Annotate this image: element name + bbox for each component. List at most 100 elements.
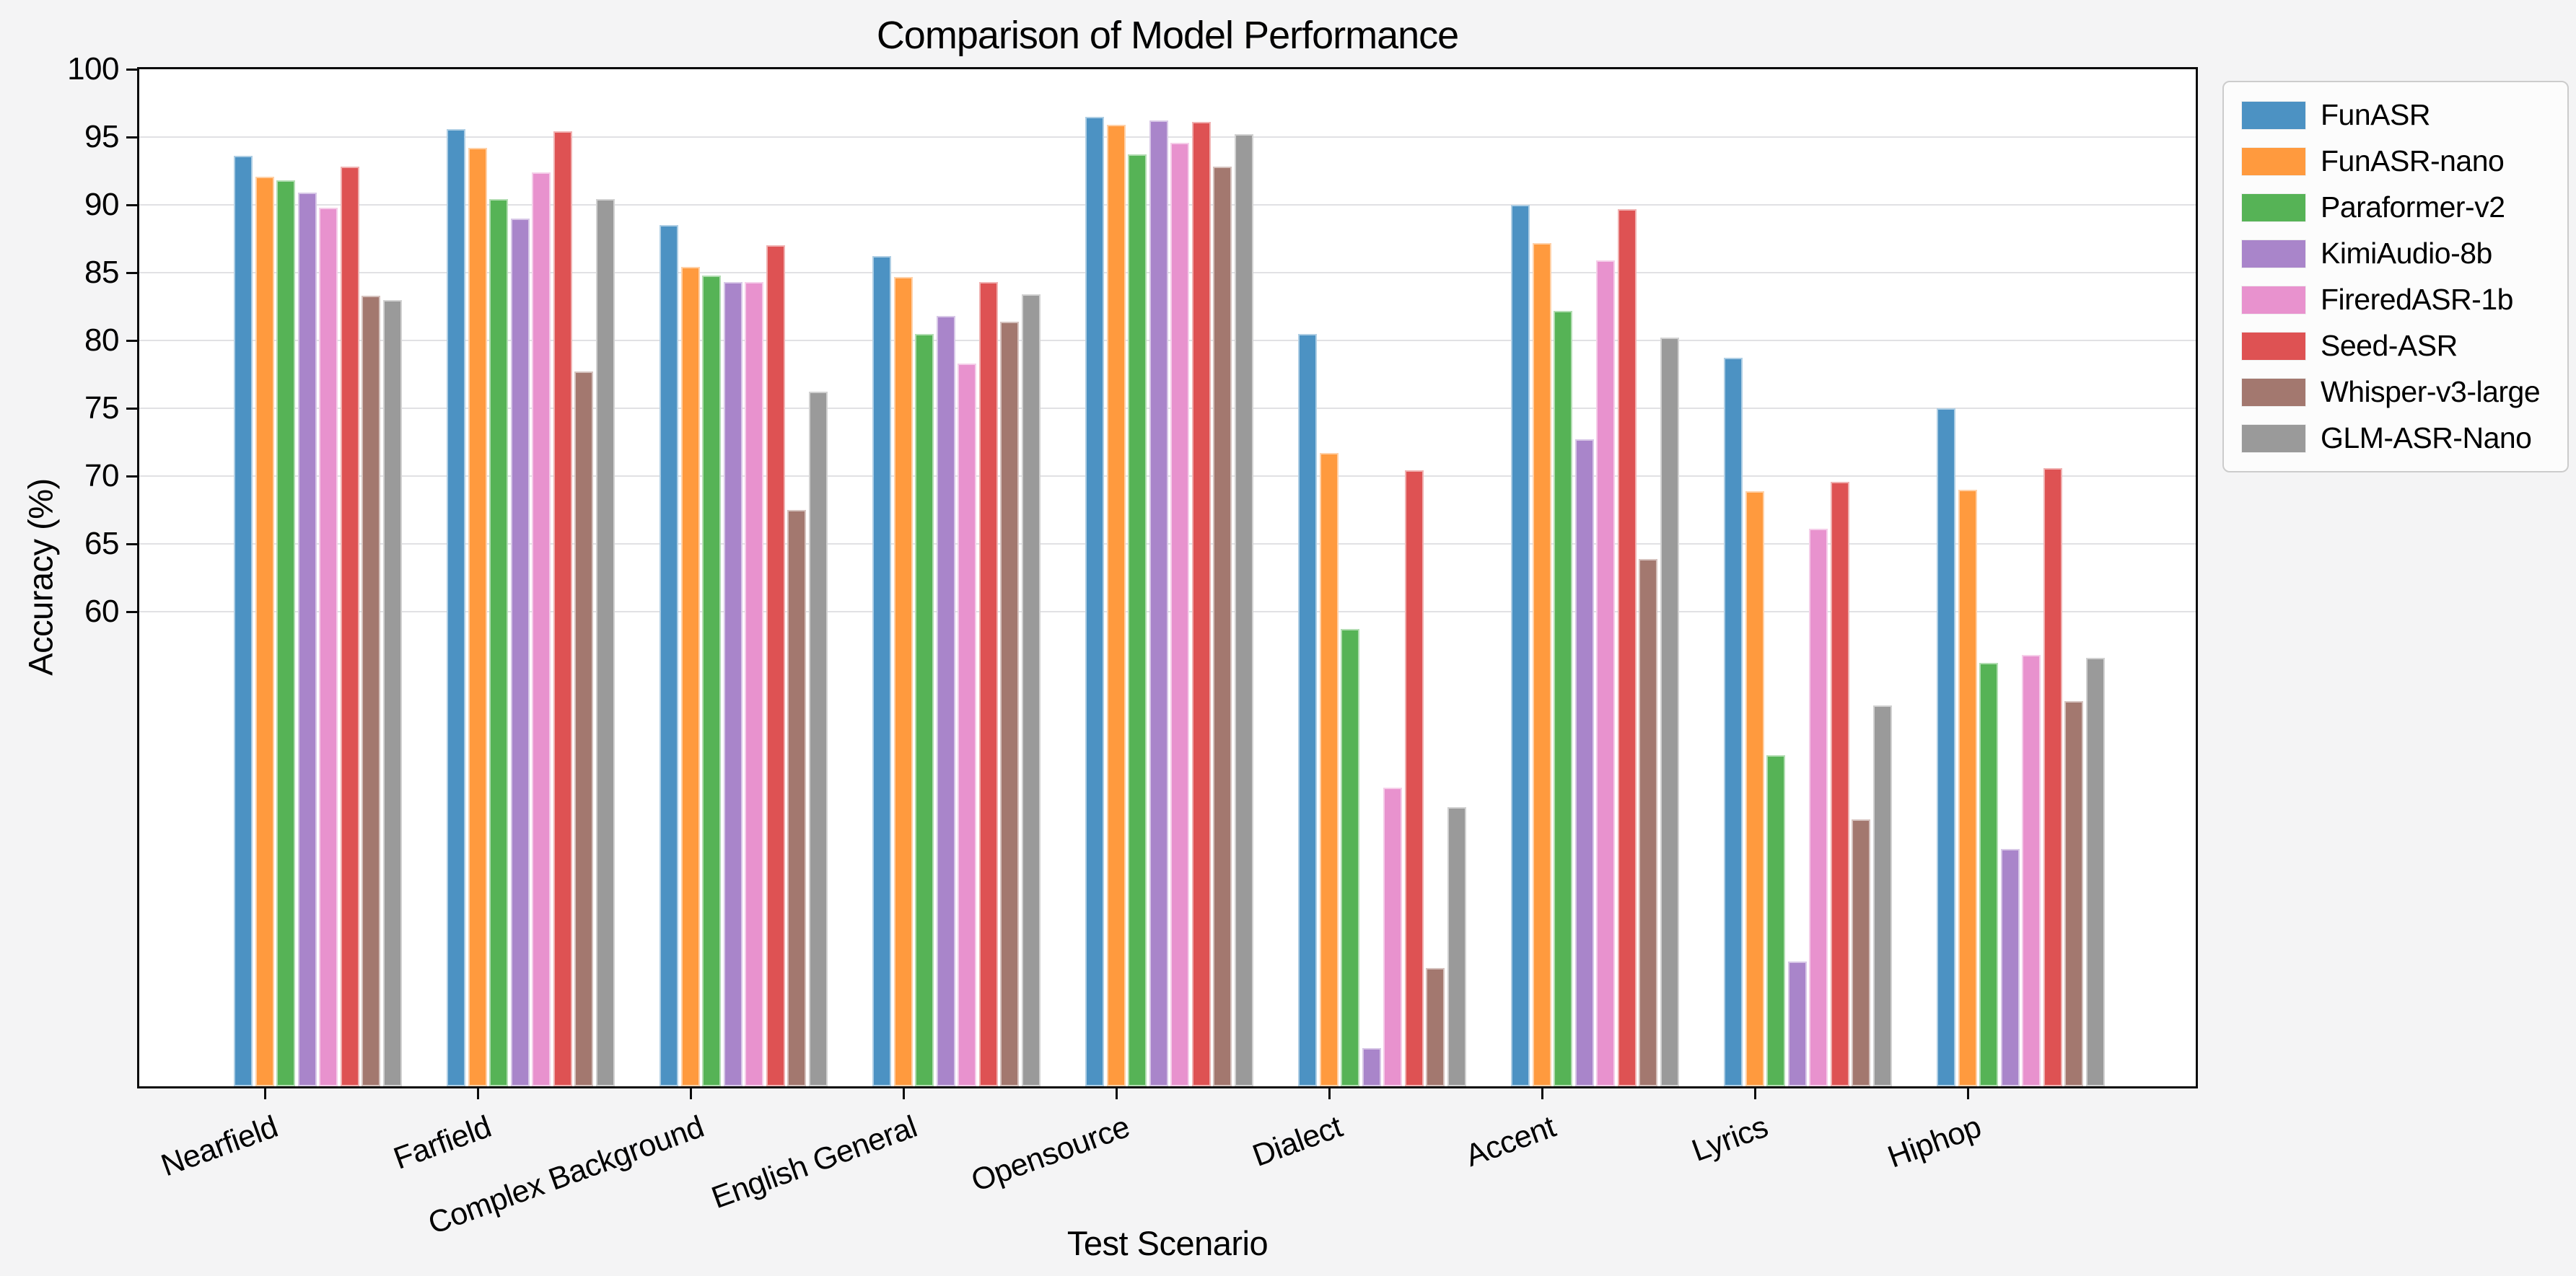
y-tick-mark bbox=[126, 136, 137, 138]
bar-funasr-nano bbox=[1745, 490, 1764, 1086]
bar-funasr-nano bbox=[1958, 489, 1977, 1086]
y-axis-label: Accuracy (%) bbox=[21, 478, 60, 676]
legend-label: FireredASR-1b bbox=[2321, 283, 2513, 316]
bar-paraformer-v2 bbox=[702, 275, 721, 1086]
x-tick-mark bbox=[1115, 1088, 1118, 1099]
bar-kimiaudio-8b bbox=[1787, 962, 1807, 1086]
bar-funasr bbox=[447, 128, 465, 1086]
bar-whisper-v3-large bbox=[1639, 558, 1657, 1086]
y-tick-label: 95 bbox=[84, 119, 119, 154]
y-tick-label: 60 bbox=[84, 594, 119, 629]
legend-label: FunASR-nano bbox=[2321, 144, 2505, 177]
bar-funasr-nano bbox=[255, 176, 274, 1086]
legend: FunASR FunASR-nano Paraformer-v2 KimiAudio-… bbox=[2222, 81, 2569, 472]
y-tick-mark bbox=[126, 339, 137, 342]
bar-seed-asr bbox=[1191, 122, 1211, 1086]
x-tick-label-farfield: Farfield bbox=[389, 1109, 496, 1176]
bar-paraformer-v2 bbox=[489, 199, 508, 1086]
bar-kimiaudio-8b bbox=[1574, 439, 1594, 1086]
bar-kimiaudio-8b bbox=[936, 316, 955, 1086]
y-tick-label: 90 bbox=[84, 187, 119, 222]
bar-whisper-v3-large bbox=[2064, 701, 2083, 1086]
legend-item: FunASR bbox=[2241, 98, 2550, 132]
bar-fireredasr-1b bbox=[2022, 655, 2041, 1086]
bar-glm-asr-nano bbox=[808, 392, 828, 1086]
bar-seed-asr bbox=[2043, 467, 2062, 1086]
bar-seed-asr bbox=[766, 245, 785, 1086]
legend-item: KimiAudio-8b bbox=[2241, 237, 2550, 270]
bar-fireredasr-1b bbox=[1170, 142, 1189, 1086]
bar-funasr-nano bbox=[1319, 453, 1339, 1086]
x-tick-mark bbox=[1753, 1088, 1756, 1099]
bar-whisper-v3-large bbox=[362, 295, 380, 1086]
y-tick-mark bbox=[126, 407, 137, 410]
x-tick-mark bbox=[1328, 1088, 1331, 1099]
bar-whisper-v3-large bbox=[1852, 819, 1870, 1086]
y-tick-mark bbox=[126, 610, 137, 613]
bar-fireredasr-1b bbox=[745, 282, 763, 1086]
y-tick-label: 80 bbox=[84, 322, 119, 358]
x-tick-mark bbox=[1966, 1088, 1969, 1099]
bar-funasr-nano bbox=[893, 276, 913, 1086]
bar-seed-asr bbox=[978, 282, 998, 1086]
bar-paraformer-v2 bbox=[1341, 629, 1359, 1086]
bar-glm-asr-nano bbox=[1660, 338, 1679, 1086]
bar-paraformer-v2 bbox=[915, 333, 934, 1086]
bar-kimiaudio-8b bbox=[723, 282, 742, 1086]
legend-item: Paraformer-v2 bbox=[2241, 190, 2550, 224]
bar-whisper-v3-large bbox=[787, 510, 806, 1086]
bar-funasr-nano bbox=[1106, 125, 1126, 1086]
legend-label: Paraformer-v2 bbox=[2321, 190, 2505, 224]
bar-fireredasr-1b bbox=[1596, 260, 1615, 1086]
bar-kimiaudio-8b bbox=[2000, 849, 2020, 1086]
y-tick-mark bbox=[126, 271, 137, 274]
legend-item: GLM-ASR-Nano bbox=[2241, 421, 2550, 455]
bar-funasr bbox=[1724, 358, 1743, 1086]
legend-swatch-icon bbox=[2241, 146, 2306, 176]
bar-whisper-v3-large bbox=[1213, 167, 1232, 1086]
legend-item: Seed-ASR bbox=[2241, 329, 2550, 363]
legend-label: GLM-ASR-Nano bbox=[2321, 421, 2532, 454]
legend-swatch-icon bbox=[2241, 193, 2306, 222]
bar-fireredasr-1b bbox=[532, 172, 551, 1086]
y-tick-mark bbox=[126, 475, 137, 478]
bar-funasr bbox=[1298, 333, 1317, 1086]
bar-glm-asr-nano bbox=[1021, 294, 1041, 1086]
bar-funasr bbox=[1511, 205, 1530, 1086]
legend-swatch-icon bbox=[2241, 239, 2306, 268]
legend-item: Whisper-v3-large bbox=[2241, 375, 2550, 409]
x-tick-label-nearfield: Nearfield bbox=[157, 1109, 283, 1184]
legend-swatch-icon bbox=[2241, 377, 2306, 407]
bar-seed-asr bbox=[1617, 208, 1637, 1086]
bar-seed-asr bbox=[1830, 481, 1849, 1086]
bar-glm-asr-nano bbox=[595, 199, 615, 1086]
bar-funasr bbox=[1085, 116, 1104, 1086]
y-tick-mark bbox=[126, 203, 137, 206]
x-tick-label-opensource: Opensource bbox=[966, 1109, 1134, 1199]
y-tick-label: 65 bbox=[84, 526, 119, 561]
x-tick-label-lyrics: Lyrics bbox=[1687, 1109, 1773, 1169]
x-tick-label-accent: Accent bbox=[1460, 1109, 1560, 1174]
bar-glm-asr-nano bbox=[382, 299, 402, 1086]
bar-paraformer-v2 bbox=[1554, 310, 1572, 1086]
chart-title: Comparison of Model Performance bbox=[876, 14, 1459, 57]
y-tick-label: 75 bbox=[84, 390, 119, 426]
bar-kimiaudio-8b bbox=[1362, 1048, 1381, 1086]
bar-kimiaudio-8b bbox=[1149, 120, 1168, 1086]
bar-fireredasr-1b bbox=[1383, 788, 1402, 1086]
legend-label: Seed-ASR bbox=[2321, 329, 2458, 362]
x-tick-mark bbox=[689, 1088, 692, 1099]
bar-kimiaudio-8b bbox=[297, 193, 317, 1086]
bar-funasr-nano bbox=[680, 267, 700, 1086]
bar-kimiaudio-8b bbox=[510, 218, 530, 1086]
legend-label: FunASR bbox=[2321, 98, 2430, 131]
bar-paraformer-v2 bbox=[1128, 154, 1147, 1086]
bar-funasr bbox=[1937, 408, 1955, 1086]
legend-swatch-icon bbox=[2241, 285, 2306, 314]
legend-label: KimiAudio-8b bbox=[2321, 237, 2492, 270]
bar-glm-asr-nano bbox=[1872, 705, 1892, 1086]
bar-whisper-v3-large bbox=[1000, 321, 1019, 1086]
bar-seed-asr bbox=[340, 167, 359, 1086]
x-tick-label-english-general: English General bbox=[706, 1109, 921, 1216]
bar-glm-asr-nano bbox=[2085, 657, 2105, 1086]
